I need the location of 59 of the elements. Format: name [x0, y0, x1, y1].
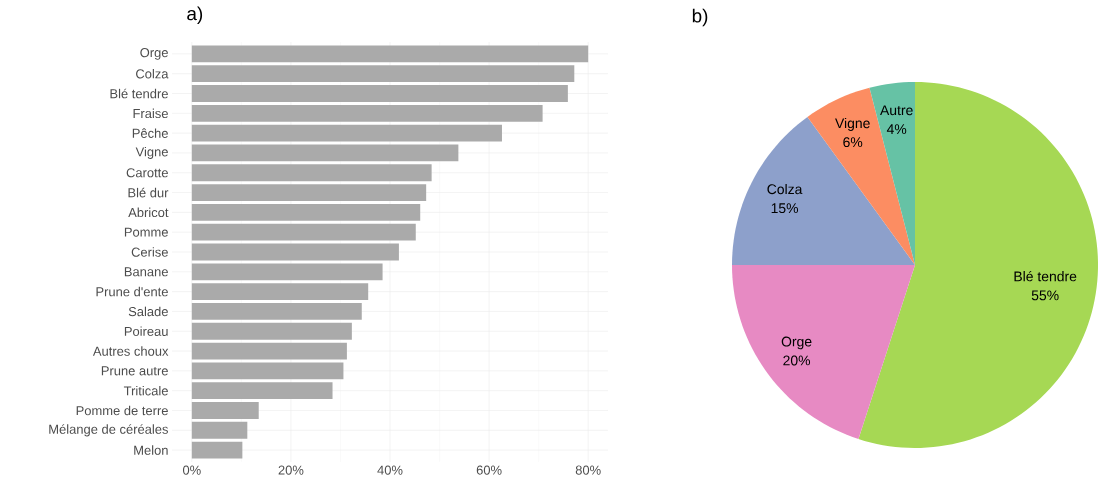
- y-tick-label: Blé dur: [128, 187, 169, 198]
- bar: [191, 203, 421, 221]
- y-tick-label: Salade: [128, 306, 168, 317]
- slice-label: Orge: [781, 336, 812, 350]
- bar: [191, 322, 352, 340]
- slice-label: Vigne: [835, 117, 870, 131]
- slice-label: Autre: [880, 105, 913, 116]
- y-tick-label: Carotte: [126, 168, 168, 178]
- bar: [191, 382, 333, 400]
- bar: [191, 223, 416, 241]
- y-tick-label: Prune d'ente: [96, 286, 168, 297]
- y-tick-label: Pomme: [124, 227, 168, 237]
- y-tick-label: Abricot: [128, 207, 169, 218]
- y-tick-label: Banane: [124, 267, 168, 277]
- bar: [191, 283, 369, 301]
- y-tick-label: Blé tendre: [110, 88, 168, 99]
- bar: [191, 421, 248, 439]
- y-tick-label: Triticale: [123, 385, 168, 396]
- bar: [191, 104, 543, 122]
- data-label: 15%: [771, 203, 799, 214]
- y-tick-label: Cerise: [131, 247, 168, 257]
- y-tick-label: Pêche: [132, 128, 168, 138]
- data-label: 4%: [886, 124, 907, 135]
- bar: [191, 164, 432, 182]
- bar: [191, 243, 399, 261]
- x-tick-label: 20%: [278, 465, 304, 475]
- y-tick-label: Orge: [140, 48, 168, 60]
- y-tick-label: Vigne: [135, 146, 168, 159]
- y-tick-label: Poireau: [124, 326, 168, 336]
- y-tick-label: Colza: [136, 68, 169, 79]
- x-tick-label: 40%: [377, 465, 403, 475]
- data-label: 55%: [1031, 290, 1059, 301]
- y-tick-label: Prune autre: [101, 366, 168, 376]
- bar: [191, 441, 243, 459]
- chart-title: a): [187, 6, 203, 25]
- y-tick-label: Pomme de terre: [76, 405, 168, 416]
- bar: [191, 184, 427, 201]
- bar: [191, 144, 459, 162]
- bar: [191, 402, 259, 419]
- bar: [191, 303, 362, 320]
- y-tick-label: Fraise: [133, 108, 168, 119]
- bar: [191, 85, 568, 102]
- y-tick-label: Mélange de céréales: [49, 424, 168, 437]
- bar: [191, 342, 347, 360]
- data-label: 20%: [783, 355, 811, 366]
- x-tick-label: 0%: [182, 465, 201, 475]
- data-label: 6%: [843, 137, 863, 148]
- slice-label: Blé tendre: [1014, 270, 1077, 282]
- bar: [191, 263, 383, 281]
- y-tick-label: Autres choux: [92, 346, 169, 356]
- x-tick-label: 80%: [575, 465, 601, 475]
- bar: [191, 65, 575, 83]
- slice-label: Colza: [767, 183, 803, 195]
- chart-title: b): [692, 8, 708, 27]
- bar: [191, 124, 502, 142]
- bar: [191, 362, 344, 380]
- x-tick-label: 60%: [476, 465, 502, 475]
- bar: [191, 45, 589, 63]
- y-tick-label: Melon: [134, 445, 168, 455]
